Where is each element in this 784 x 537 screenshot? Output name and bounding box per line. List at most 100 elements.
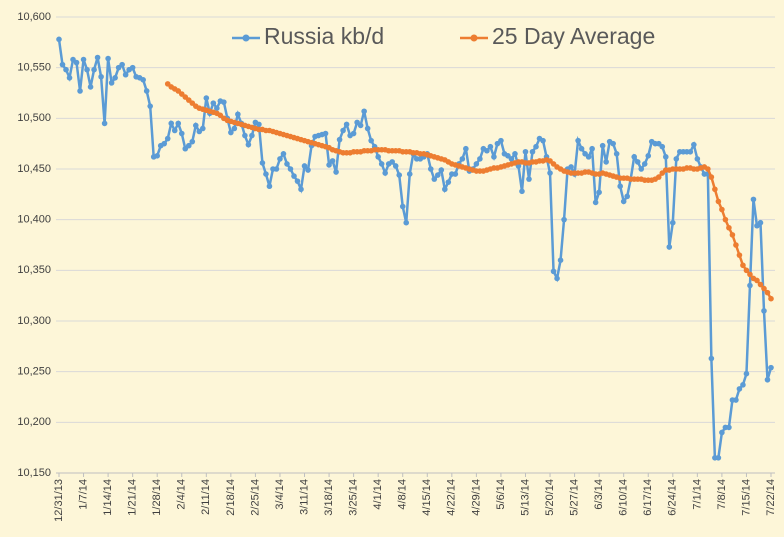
data-point <box>87 84 94 90</box>
legend-label: Russia kb/d <box>264 23 384 49</box>
data-point <box>284 161 290 167</box>
data-point <box>747 271 753 278</box>
data-point <box>392 163 399 169</box>
data-point <box>249 132 255 139</box>
data-point <box>540 137 546 144</box>
data-point <box>143 88 150 94</box>
data-point <box>452 171 459 177</box>
data-point <box>743 267 750 274</box>
x-tick-label: 1/21/14 <box>127 479 139 516</box>
data-point <box>105 55 111 62</box>
data-point <box>694 156 701 162</box>
data-point <box>73 59 80 66</box>
data-point <box>764 289 771 296</box>
data-point <box>719 429 725 436</box>
data-point <box>599 142 606 149</box>
data-point <box>736 252 743 258</box>
data-point <box>442 186 448 193</box>
data-point <box>154 153 161 159</box>
y-tick-label: 10,150 <box>17 467 51 479</box>
data-point <box>764 376 771 383</box>
x-tick-label: 7/15/14 <box>740 479 752 516</box>
data-point <box>768 295 774 302</box>
data-point <box>242 132 248 139</box>
data-point <box>301 163 308 169</box>
x-tick-label: 4/22/14 <box>446 479 458 516</box>
y-tick-label: 10,300 <box>17 315 51 327</box>
x-tick-label: 7/8/14 <box>716 479 728 510</box>
data-point <box>617 183 623 190</box>
x-tick-label: 4/1/14 <box>372 479 384 510</box>
data-point <box>645 153 652 159</box>
x-tick-label: 2/4/14 <box>176 479 188 510</box>
data-point <box>687 148 694 155</box>
data-point <box>98 73 104 80</box>
data-point <box>708 174 715 180</box>
data-point <box>673 156 680 162</box>
data-point <box>669 219 676 226</box>
x-tick-label: 3/25/14 <box>348 479 360 516</box>
data-point <box>322 130 329 137</box>
data-point <box>726 424 732 431</box>
data-point <box>375 154 381 160</box>
x-tick-label: 4/8/14 <box>397 479 409 510</box>
data-point <box>200 125 206 132</box>
data-point <box>357 122 364 129</box>
data-point <box>768 364 774 371</box>
data-point <box>378 161 385 167</box>
x-tick-label: 5/20/14 <box>544 479 556 516</box>
data-point <box>659 143 666 150</box>
data-point <box>715 198 722 205</box>
data-point <box>161 140 168 147</box>
data-point <box>94 54 101 61</box>
data-point <box>624 193 630 200</box>
data-point <box>445 179 452 185</box>
data-point <box>231 125 238 132</box>
data-point <box>259 160 266 166</box>
data-point <box>757 219 764 226</box>
x-tick-label: 1/7/14 <box>77 479 89 510</box>
data-point <box>175 120 182 127</box>
data-point <box>641 161 648 167</box>
x-tick-label: 2/25/14 <box>249 479 261 516</box>
data-point <box>84 66 90 73</box>
data-point <box>740 262 746 269</box>
x-tick-label: 6/17/14 <box>642 479 654 516</box>
data-point <box>715 455 722 461</box>
x-tick-label: 7/1/14 <box>691 479 703 510</box>
data-point <box>747 282 753 289</box>
x-tick-label: 6/24/14 <box>667 479 679 516</box>
data-point <box>473 161 480 167</box>
data-point <box>484 147 490 154</box>
data-point <box>361 108 367 115</box>
x-tick-label: 1/14/14 <box>102 479 114 516</box>
data-point <box>477 156 483 162</box>
data-point <box>729 232 736 238</box>
data-point <box>108 80 115 86</box>
y-tick-label: 10,450 <box>17 163 51 175</box>
data-point <box>631 154 638 160</box>
data-point <box>487 143 494 150</box>
data-point <box>512 151 518 157</box>
data-point <box>245 141 252 148</box>
data-point <box>529 148 536 155</box>
data-point <box>147 103 153 109</box>
data-point <box>340 127 346 134</box>
series-line <box>166 82 773 300</box>
data-point <box>368 137 374 144</box>
legend-marker <box>470 34 478 42</box>
data-point <box>210 100 217 106</box>
data-point <box>757 281 764 288</box>
data-point <box>596 189 602 196</box>
data-point <box>726 224 732 231</box>
data-point <box>592 199 599 206</box>
data-point <box>508 156 515 162</box>
data-point <box>294 178 301 184</box>
data-point <box>140 77 146 83</box>
series-line <box>57 39 773 460</box>
data-point <box>168 120 175 127</box>
data-point <box>59 61 66 68</box>
data-point <box>722 216 729 223</box>
data-point <box>189 138 196 145</box>
